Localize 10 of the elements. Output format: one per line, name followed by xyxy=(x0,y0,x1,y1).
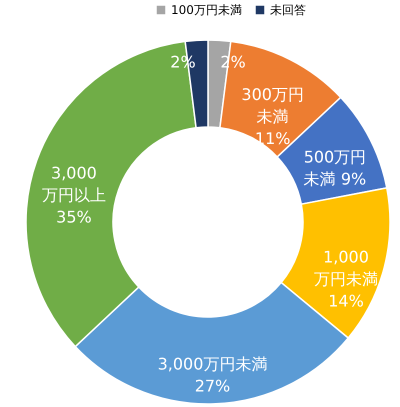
data-label: 14% xyxy=(328,291,364,310)
data-label: 35% xyxy=(56,208,92,227)
slice-label: 3,000万円以上 xyxy=(42,164,106,205)
legend-label: 100万円未満 xyxy=(171,3,242,17)
slice-label: 500万円未満 9% xyxy=(304,147,366,188)
data-label: 27% xyxy=(194,376,230,396)
slice-label: 300万円未満 xyxy=(241,85,304,126)
slice-label: 1,000万円未満 xyxy=(314,247,378,288)
legend-label: 未回答 xyxy=(270,3,306,17)
slice-label: 3,000万円未満 xyxy=(158,354,268,374)
